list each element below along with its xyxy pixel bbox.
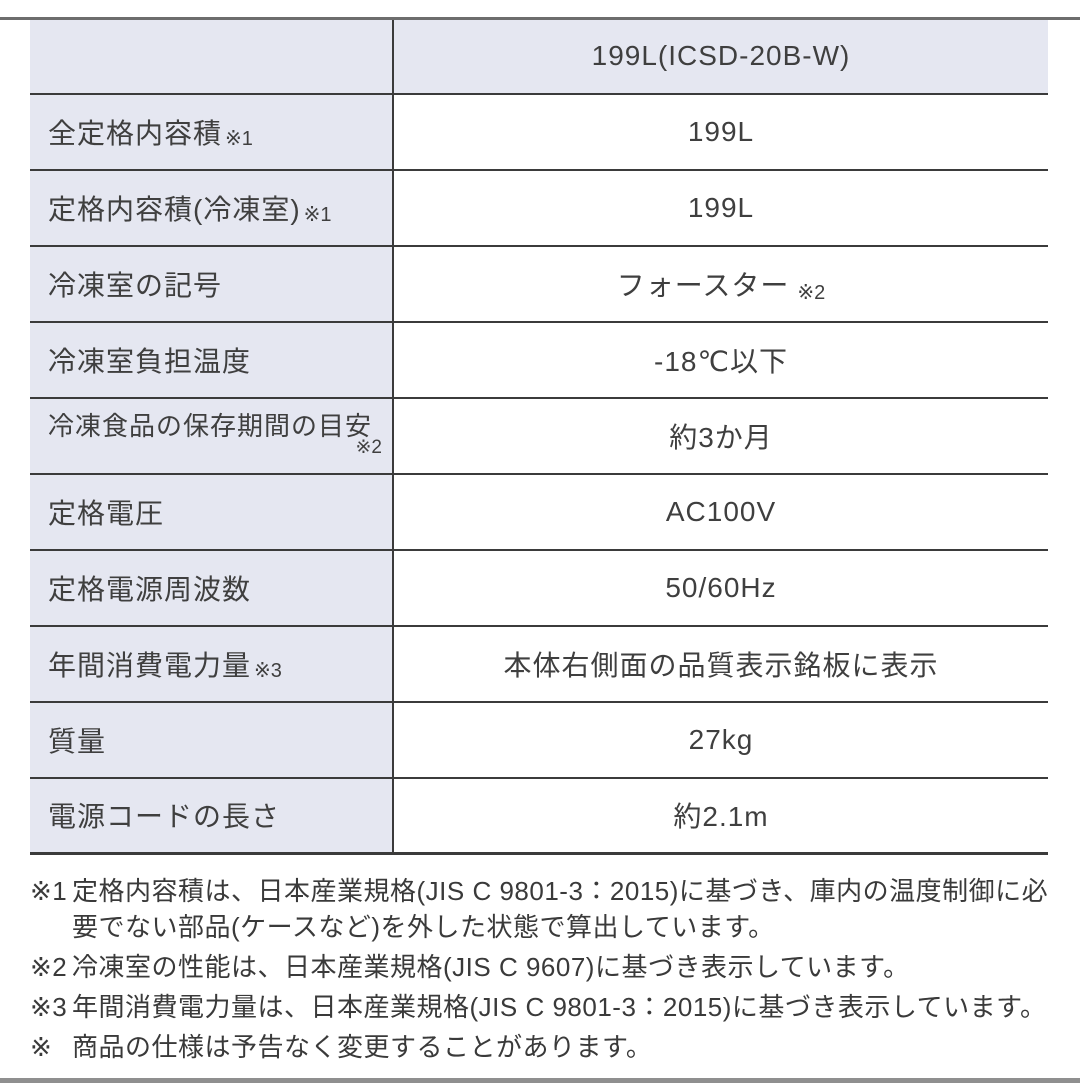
spec-value: 199L	[687, 191, 755, 223]
spec-value-cell: 199L	[393, 168, 1048, 246]
footnote-marker: ※1	[225, 127, 253, 150]
footnotes-section: ※1 定格内容積は、日本産業規格(JIS C 9801-3：2015)に基づき、…	[30, 873, 1050, 1065]
spec-label-cell: 冷凍室負担温度	[30, 320, 394, 398]
spec-label-cell: 冷凍食品の保存期間の目安 ※2	[30, 396, 394, 474]
spec-value-cell: 27kg	[393, 700, 1048, 778]
spec-value: 約3か月	[669, 421, 773, 453]
footnote-marker: ※1	[30, 876, 68, 906]
spec-value-cell: 50/60Hz	[393, 548, 1048, 626]
spec-value: フォースター	[616, 269, 790, 301]
spec-value: -18℃以下	[654, 345, 788, 377]
footnote-marker: ※1	[303, 203, 332, 226]
table-row: 冷凍食品の保存期間の目安 ※2 約3か月	[30, 396, 1048, 474]
spec-label-cell: 冷凍室の記号	[30, 244, 394, 322]
footnote-text: 冷凍室の性能は、日本産業規格(JIS C 9607)に基づき表示しています。	[72, 952, 910, 982]
footnote-marker: ※3	[30, 992, 68, 1022]
spec-label: 冷凍食品の保存期間の目安	[48, 410, 373, 441]
spec-label-cell: 定格電圧	[30, 472, 394, 550]
spec-label: 電源コードの長さ	[48, 801, 281, 833]
table-header-row: 199L(ICSD-20B-W)	[30, 18, 1048, 94]
table-row: 定格電源周波数 50/60Hz	[30, 548, 1048, 626]
spec-value-cell: -18℃以下	[393, 320, 1048, 398]
spec-table: 199L(ICSD-20B-W) 全定格内容積 ※1 199L 定格内容積(冷凍室…	[30, 17, 1048, 855]
footnote-text: 定格内容積は、日本産業規格(JIS C 9801-3：2015)に基づき、庫内の…	[72, 876, 1049, 942]
table-row: 冷凍室の記号 フォースター ※2	[30, 244, 1048, 322]
footnote-marker: ※3	[254, 659, 282, 682]
spec-value-cell: 約2.1m	[393, 776, 1048, 854]
spec-label: 年間消費電力量	[48, 649, 252, 681]
spec-label-cell: 定格内容積(冷凍室) ※1	[30, 168, 394, 246]
spec-label-cell: 質量	[30, 700, 394, 778]
table-row: 定格電圧 AC100V	[30, 472, 1048, 550]
spec-value-cell: 199L	[393, 92, 1048, 170]
footnote: ※ 商品の仕様は予告なく変更することがあります。	[30, 1029, 1050, 1065]
footnote: ※2 冷凍室の性能は、日本産業規格(JIS C 9607)に基づき表示しています…	[30, 949, 1050, 985]
spec-value-cell: AC100V	[393, 472, 1048, 550]
spec-label: 冷凍室の記号	[48, 269, 223, 301]
top-edge-bar	[0, 17, 1080, 20]
spec-value: 50/60Hz	[665, 571, 777, 603]
header-corner-cell	[30, 18, 394, 94]
footnote: ※3 年間消費電力量は、日本産業規格(JIS C 9801-3：2015)に基づ…	[30, 989, 1050, 1025]
spec-label: 全定格内容積	[48, 117, 223, 149]
spec-label: 定格電源周波数	[48, 573, 252, 605]
spec-value: AC100V	[665, 495, 777, 527]
spec-value-cell: フォースター ※2	[393, 244, 1048, 322]
footnote-marker: ※2	[355, 437, 383, 459]
spec-label-cell: 定格電源周波数	[30, 548, 394, 626]
table-row: 冷凍室負担温度 -18℃以下	[30, 320, 1048, 398]
spec-label-cell: 全定格内容積 ※1	[30, 92, 394, 170]
table-row: 定格内容積(冷凍室) ※1 199L	[30, 168, 1048, 246]
spec-label: 冷凍室負担温度	[48, 345, 252, 377]
spec-value: 27kg	[688, 723, 754, 755]
spec-value-cell: 約3か月	[393, 396, 1048, 474]
table-row: 電源コードの長さ 約2.1m	[30, 776, 1048, 854]
table-row: 質量 27kg	[30, 700, 1048, 778]
footnote-text: 商品の仕様は予告なく変更することがあります。	[72, 1032, 653, 1062]
footnote-marker: ※2	[797, 281, 826, 304]
footnote-text: 年間消費電力量は、日本産業規格(JIS C 9801-3：2015)に基づき表示…	[72, 992, 1047, 1022]
spec-value: 本体右側面の品質表示銘板に表示	[503, 649, 939, 681]
spec-label-cell: 電源コードの長さ	[30, 776, 394, 854]
spec-label: 質量	[48, 725, 107, 757]
footnote: ※1 定格内容積は、日本産業規格(JIS C 9801-3：2015)に基づき、…	[30, 873, 1050, 945]
spec-label: 定格電圧	[48, 497, 165, 529]
bottom-edge-bar	[0, 1078, 1080, 1083]
table-row: 全定格内容積 ※1 199L	[30, 92, 1048, 170]
spec-value: 約2.1m	[673, 801, 769, 833]
spec-label: 定格内容積(冷凍室)	[48, 193, 301, 225]
spec-label-cell: 年間消費電力量 ※3	[30, 624, 394, 702]
spec-value: 199L	[687, 115, 755, 147]
spec-value-cell: 本体右側面の品質表示銘板に表示	[393, 624, 1048, 702]
header-model-cell: 199L(ICSD-20B-W)	[393, 18, 1048, 94]
table-row: 年間消費電力量 ※3 本体右側面の品質表示銘板に表示	[30, 624, 1048, 702]
footnote-marker: ※2	[30, 952, 68, 982]
footnote-marker: ※	[30, 1032, 53, 1062]
